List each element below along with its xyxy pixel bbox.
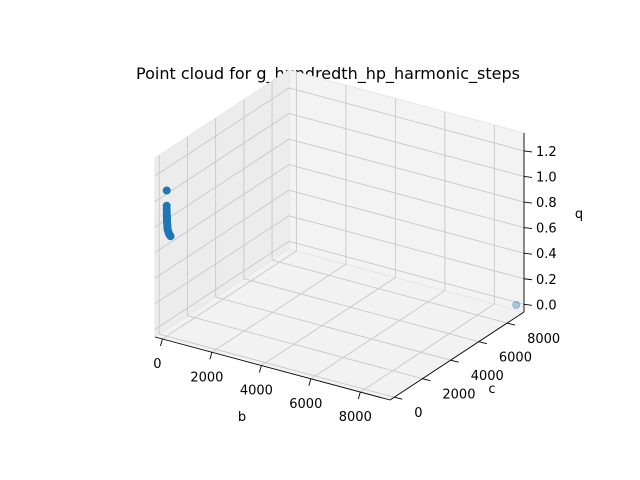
x-grid-floor [310, 290, 446, 380]
y-grid-floor [159, 333, 395, 398]
y-grid-floor [215, 296, 451, 361]
z-grid-left [154, 113, 290, 202]
x-tick-label: 6000 [289, 397, 322, 412]
z-grid-back [288, 87, 525, 152]
z-grid-left [154, 87, 290, 177]
tick-mark [523, 176, 533, 178]
tick-mark [209, 352, 213, 360]
y-tick-label: 0 [414, 406, 422, 421]
tick-marks: 0 2000 4000 6000 8000 0 2000 4000 6000 8000 0.0 0.2… [153, 145, 560, 425]
x-tick-label: 0 [153, 357, 161, 372]
x-tick-label: 4000 [240, 384, 273, 399]
z-tick-label: 1.2 [536, 145, 557, 160]
tick-mark [308, 378, 312, 386]
axis-panes [153, 69, 526, 401]
z-tick-label: 0.6 [536, 222, 557, 237]
z-grid-back [288, 240, 525, 305]
y-tick-label: 4000 [471, 369, 504, 384]
z-tick-label: 1.0 [536, 171, 557, 186]
tick-mark [523, 252, 533, 255]
tick-mark [258, 365, 262, 373]
z-grid-left [154, 138, 290, 228]
z-tick-label: 0.8 [536, 196, 557, 211]
tick-mark [506, 322, 516, 326]
y-grid-floor [271, 259, 508, 324]
tick-mark [422, 378, 431, 382]
z-grid-back [288, 138, 525, 203]
chart-title: Point cloud for g_hundredth_hp_harmonic_… [136, 64, 520, 84]
tick-mark [523, 303, 533, 306]
z-tick-label: 0.2 [536, 273, 557, 288]
data-point [162, 186, 171, 195]
z-grid-left [154, 164, 290, 253]
z-grid-back [288, 189, 525, 254]
z-axis-label: q [575, 207, 583, 222]
tick-mark [523, 201, 533, 204]
x-grid-floor [162, 250, 297, 340]
y-axis-line [389, 311, 525, 401]
z-grid-left [154, 240, 290, 330]
x-tick-label: 8000 [339, 410, 372, 425]
tick-mark [450, 359, 459, 363]
y-grid-floor [187, 315, 423, 380]
z-tick-label: 0.0 [536, 298, 557, 313]
z-grid-back [288, 113, 525, 177]
y-tick-label: 6000 [499, 351, 532, 366]
z-grid-back [288, 215, 525, 280]
x-grid-floor [261, 277, 396, 366]
z-grid-left [154, 215, 290, 305]
y-tick-label: 8000 [527, 332, 560, 347]
x-grid-floor [360, 303, 495, 393]
y-grid-floor [243, 278, 479, 343]
x-axis-line [154, 336, 391, 401]
z-grid-left [154, 189, 290, 279]
grid-lines [154, 71, 525, 398]
tick-mark [357, 391, 361, 400]
x-axis-label: b [238, 410, 246, 425]
tick-mark [394, 396, 403, 400]
data-points [162, 186, 521, 309]
axis-lines [154, 133, 525, 401]
x-grid-floor [211, 263, 347, 353]
y-tick-label: 2000 [442, 388, 475, 403]
tick-mark [523, 278, 533, 281]
tick-mark [478, 341, 487, 345]
data-point [512, 300, 521, 309]
z-tick-label: 0.4 [536, 247, 557, 262]
tick-mark [523, 150, 533, 153]
z-grid-back [288, 164, 525, 229]
y-axis-label: c [488, 382, 495, 397]
data-point [166, 232, 175, 241]
x-tick-label: 2000 [190, 370, 223, 385]
tick-mark [159, 338, 163, 347]
tick-mark [523, 227, 533, 230]
